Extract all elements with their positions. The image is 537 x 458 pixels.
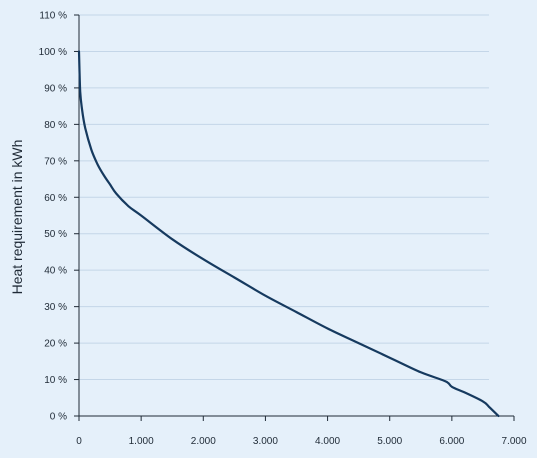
y-tick-label: 20 % bbox=[44, 339, 67, 350]
y-tick-label: 110 % bbox=[39, 11, 67, 22]
x-tick-label: 4.000 bbox=[315, 436, 340, 447]
x-tick-label: 5.000 bbox=[377, 436, 402, 447]
x-ticks: 0 1.000 2.000 3.000 4.000 5.000 6.000 7.000 bbox=[76, 416, 527, 447]
y-tick-label: 60 % bbox=[44, 193, 67, 204]
x-tick-label: 2.000 bbox=[191, 436, 216, 447]
y-tick-label: 0 % bbox=[50, 412, 67, 423]
grid bbox=[79, 14, 489, 381]
series-line bbox=[77, 50, 500, 418]
series bbox=[77, 50, 500, 418]
y-tick-label: 80 % bbox=[44, 120, 67, 131]
y-tick-label: 40 % bbox=[44, 266, 67, 277]
x-tick-label: 0 bbox=[76, 436, 82, 447]
y-tick-label: 10 % bbox=[44, 375, 67, 386]
y-tick-label: 30 % bbox=[44, 302, 67, 313]
y-tick-label: 100 % bbox=[39, 47, 67, 58]
y-axis-title: Heat requirement in kWh bbox=[9, 140, 25, 295]
x-tick-label: 3.000 bbox=[253, 436, 278, 447]
y-tick-label: 70 % bbox=[44, 156, 67, 167]
y-tick-label: 90 % bbox=[44, 83, 67, 94]
x-tick-label: 6.000 bbox=[439, 436, 464, 447]
y-ticks: 0 % 10 % 20 % 30 % 40 % 50 % 60 % 70 % 80 % 90 % 1… bbox=[39, 11, 79, 423]
x-tick-label: 7.000 bbox=[501, 436, 526, 447]
y-tick-label: 50 % bbox=[44, 229, 67, 240]
x-tick-label: 1.000 bbox=[129, 436, 154, 447]
axes bbox=[78, 15, 514, 417]
